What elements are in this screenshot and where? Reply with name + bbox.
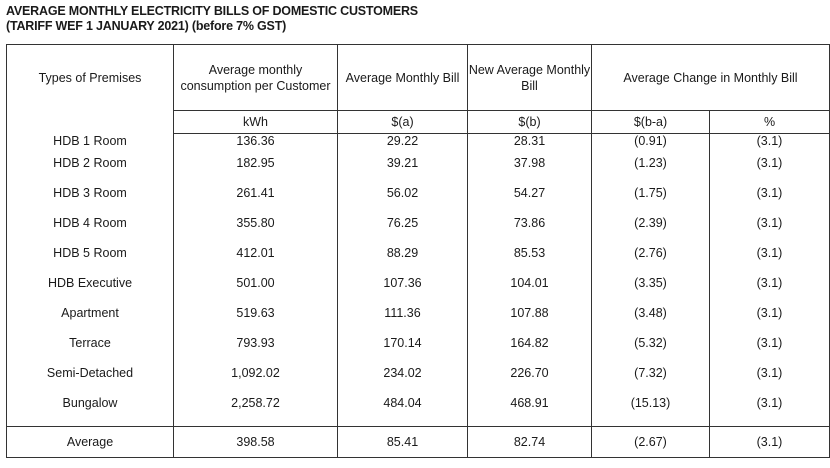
table-row: Terrace 793.93 170.14 164.82 (5.32) (3.1… xyxy=(7,336,830,366)
cell-kwh: 1,092.02 xyxy=(173,366,338,396)
cell-bill-b: 226.70 xyxy=(467,366,592,396)
cell-diff: (2.76) xyxy=(591,246,710,276)
unit-pct: % xyxy=(709,110,830,134)
table-row: HDB 3 Room 261.41 56.02 54.27 (1.75) (3.… xyxy=(7,186,830,216)
cell-bill-b: 164.82 xyxy=(467,336,592,366)
cell-kwh: 519.63 xyxy=(173,306,338,336)
cell-premises: Bungalow xyxy=(62,396,118,410)
cell-premises: HDB 4 Room xyxy=(53,216,127,230)
unit-row: kWh $(a) $(b) $(b-a) % xyxy=(7,110,830,134)
cell-bill-b: 104.01 xyxy=(467,276,592,306)
header-premises: Types of Premises xyxy=(38,71,142,86)
table-row: HDB 5 Room 412.01 88.29 85.53 (2.76) (3.… xyxy=(7,246,830,276)
header-row: Types of Premises Average monthly consum… xyxy=(7,44,830,111)
cell-premises: Terrace xyxy=(69,336,111,350)
cell-bill-b: 54.27 xyxy=(467,186,592,216)
cell-bill-b: 37.98 xyxy=(467,156,592,186)
cell-bill-a: 484.04 xyxy=(337,396,468,427)
unit-diff: $(b-a) xyxy=(591,110,710,134)
cell-premises: HDB 5 Room xyxy=(53,246,127,260)
cell-kwh: 2,258.72 xyxy=(173,396,338,427)
unit-b: $(b) xyxy=(467,110,592,134)
cell-pct: (3.1) xyxy=(709,133,830,156)
cell-bill-b: 85.53 xyxy=(467,246,592,276)
average-row: Average 398.58 85.41 82.74 (2.67) (3.1) xyxy=(6,426,830,458)
cell-pct: (3.1) xyxy=(709,216,830,246)
cell-premises: HDB 1 Room xyxy=(53,133,127,148)
header-change: Average Change in Monthly Bill xyxy=(591,44,830,111)
cell-kwh: 355.80 xyxy=(173,216,338,246)
table-row: HDB 2 Room 182.95 39.21 37.98 (1.23) (3.… xyxy=(7,156,830,186)
title-line-2: (TARIFF WEF 1 JANUARY 2021) (before 7% G… xyxy=(6,19,287,33)
average-pct: (3.1) xyxy=(709,426,830,458)
cell-pct: (3.1) xyxy=(709,156,830,186)
cell-bill-b: 107.88 xyxy=(467,306,592,336)
cell-diff: (1.23) xyxy=(591,156,710,186)
cell-diff: (2.39) xyxy=(591,216,710,246)
table-row: HDB 4 Room 355.80 76.25 73.86 (2.39) (3.… xyxy=(7,216,830,246)
cell-pct: (3.1) xyxy=(709,396,830,427)
cell-diff: (0.91) xyxy=(591,133,710,156)
cell-bill-b: 468.91 xyxy=(467,396,592,427)
table-row: Apartment 519.63 111.36 107.88 (3.48) (3… xyxy=(7,306,830,336)
cell-pct: (3.1) xyxy=(709,246,830,276)
cell-diff: (7.32) xyxy=(591,366,710,396)
cell-diff: (3.48) xyxy=(591,306,710,336)
cell-bill-a: 234.02 xyxy=(337,366,468,396)
unit-kwh: kWh xyxy=(173,110,338,134)
average-bill-b: 82.74 xyxy=(467,426,592,458)
cell-bill-a: 56.02 xyxy=(337,186,468,216)
cell-bill-b: 28.31 xyxy=(467,133,592,156)
cell-kwh: 501.00 xyxy=(173,276,338,306)
cell-bill-b: 73.86 xyxy=(467,216,592,246)
cell-diff: (5.32) xyxy=(591,336,710,366)
cell-pct: (3.1) xyxy=(709,366,830,396)
cell-bill-a: 39.21 xyxy=(337,156,468,186)
average-bill-a: 85.41 xyxy=(337,426,468,458)
cell-bill-a: 111.36 xyxy=(337,306,468,336)
cell-pct: (3.1) xyxy=(709,186,830,216)
header-bill: Average Monthly Bill xyxy=(337,44,468,111)
cell-diff: (3.35) xyxy=(591,276,710,306)
cell-diff: (15.13) xyxy=(591,396,710,427)
cell-pct: (3.1) xyxy=(709,306,830,336)
cell-kwh: 136.36 xyxy=(173,133,338,156)
average-diff: (2.67) xyxy=(591,426,710,458)
cell-premises: Semi-Detached xyxy=(46,366,134,380)
table-row: Semi-Detached 1,092.02 234.02 226.70 (7.… xyxy=(7,366,830,396)
cell-bill-a: 107.36 xyxy=(337,276,468,306)
cell-premises: HDB Executive xyxy=(47,276,133,290)
title-line-1: AVERAGE MONTHLY ELECTRICITY BILLS OF DOM… xyxy=(6,4,418,18)
average-label: Average xyxy=(6,426,174,458)
table-row: HDB Executive 501.00 107.36 104.01 (3.35… xyxy=(7,276,830,306)
average-kwh: 398.58 xyxy=(173,426,338,458)
cell-pct: (3.1) xyxy=(709,336,830,366)
cell-pct: (3.1) xyxy=(709,276,830,306)
unit-a: $(a) xyxy=(337,110,468,134)
cell-bill-a: 29.22 xyxy=(337,133,468,156)
table-row: Bungalow 2,258.72 484.04 468.91 (15.13) … xyxy=(7,396,830,427)
cell-premises: HDB 2 Room xyxy=(53,156,127,170)
cell-bill-a: 76.25 xyxy=(337,216,468,246)
cell-kwh: 261.41 xyxy=(173,186,338,216)
cell-bill-a: 170.14 xyxy=(337,336,468,366)
electricity-bill-table: Types of Premises Average monthly consum… xyxy=(6,44,830,458)
header-new-bill: New Average Monthly Bill xyxy=(467,44,592,111)
cell-kwh: 412.01 xyxy=(173,246,338,276)
cell-premises: Apartment xyxy=(61,306,119,320)
table-row: HDB 1 Room 136.36 29.22 28.31 (0.91) (3.… xyxy=(7,133,830,156)
table-title: AVERAGE MONTHLY ELECTRICITY BILLS OF DOM… xyxy=(6,4,418,34)
cell-kwh: 793.93 xyxy=(173,336,338,366)
cell-kwh: 182.95 xyxy=(173,156,338,186)
cell-premises: HDB 3 Room xyxy=(53,186,127,200)
header-consumption: Average monthly consumption per Customer xyxy=(173,44,338,111)
cell-bill-a: 88.29 xyxy=(337,246,468,276)
table-body: HDB 1 Room 136.36 29.22 28.31 (0.91) (3.… xyxy=(7,133,830,427)
cell-diff: (1.75) xyxy=(591,186,710,216)
